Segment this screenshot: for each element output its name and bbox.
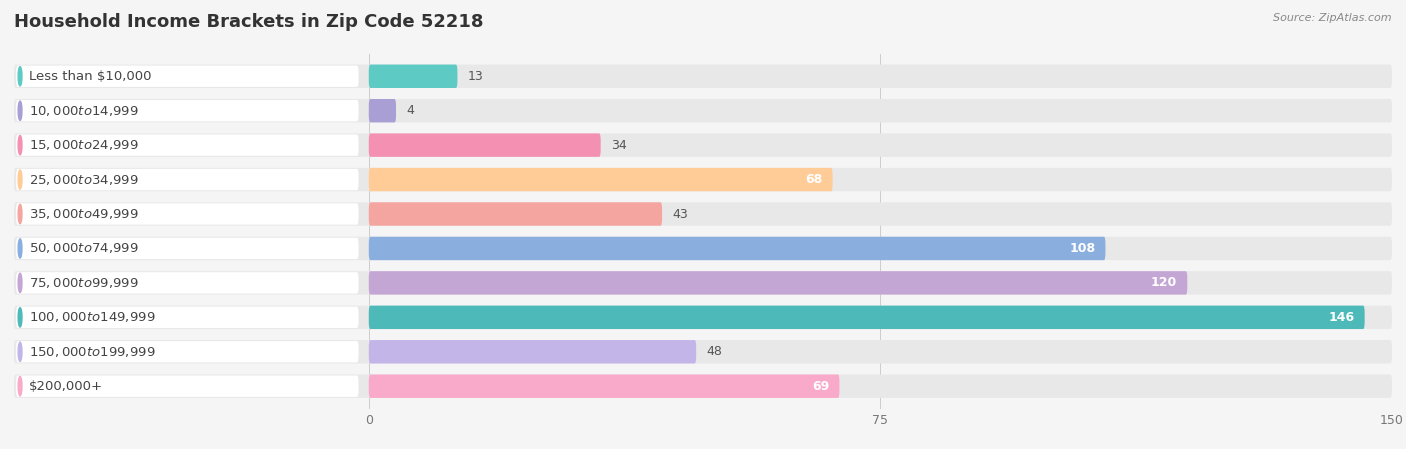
FancyBboxPatch shape	[14, 133, 1392, 157]
FancyBboxPatch shape	[368, 168, 832, 191]
FancyBboxPatch shape	[14, 271, 1392, 295]
Text: $75,000 to $99,999: $75,000 to $99,999	[28, 276, 138, 290]
FancyBboxPatch shape	[368, 202, 662, 226]
Text: Less than $10,000: Less than $10,000	[28, 70, 152, 83]
Circle shape	[18, 342, 22, 361]
FancyBboxPatch shape	[15, 134, 359, 156]
FancyBboxPatch shape	[14, 168, 1392, 191]
FancyBboxPatch shape	[15, 272, 359, 294]
Text: $10,000 to $14,999: $10,000 to $14,999	[28, 104, 138, 118]
Circle shape	[18, 204, 22, 224]
FancyBboxPatch shape	[368, 133, 600, 157]
Text: Household Income Brackets in Zip Code 52218: Household Income Brackets in Zip Code 52…	[14, 13, 484, 31]
FancyBboxPatch shape	[15, 375, 359, 397]
FancyBboxPatch shape	[14, 99, 1392, 123]
Text: $100,000 to $149,999: $100,000 to $149,999	[28, 310, 155, 324]
FancyBboxPatch shape	[14, 65, 1392, 88]
FancyBboxPatch shape	[14, 237, 1392, 260]
Circle shape	[18, 273, 22, 293]
Text: $25,000 to $34,999: $25,000 to $34,999	[28, 172, 138, 187]
FancyBboxPatch shape	[15, 203, 359, 224]
Text: $35,000 to $49,999: $35,000 to $49,999	[28, 207, 138, 221]
Text: 43: 43	[672, 207, 688, 220]
Circle shape	[18, 101, 22, 120]
FancyBboxPatch shape	[368, 237, 1105, 260]
FancyBboxPatch shape	[14, 374, 1392, 398]
FancyBboxPatch shape	[14, 306, 1392, 329]
Text: Source: ZipAtlas.com: Source: ZipAtlas.com	[1274, 13, 1392, 23]
FancyBboxPatch shape	[368, 271, 1187, 295]
Text: $50,000 to $74,999: $50,000 to $74,999	[28, 242, 138, 255]
Text: 68: 68	[806, 173, 823, 186]
Text: 13: 13	[468, 70, 484, 83]
Text: 34: 34	[612, 139, 627, 152]
Circle shape	[18, 170, 22, 189]
FancyBboxPatch shape	[15, 100, 359, 121]
Circle shape	[18, 377, 22, 396]
Text: $150,000 to $199,999: $150,000 to $199,999	[28, 345, 155, 359]
FancyBboxPatch shape	[15, 66, 359, 87]
Text: $200,000+: $200,000+	[28, 380, 103, 393]
FancyBboxPatch shape	[14, 340, 1392, 364]
Text: 108: 108	[1069, 242, 1095, 255]
Circle shape	[18, 308, 22, 327]
FancyBboxPatch shape	[15, 169, 359, 190]
Text: 4: 4	[406, 104, 415, 117]
Text: 48: 48	[706, 345, 723, 358]
Text: 146: 146	[1329, 311, 1354, 324]
Text: $15,000 to $24,999: $15,000 to $24,999	[28, 138, 138, 152]
Circle shape	[18, 239, 22, 258]
Text: 120: 120	[1152, 277, 1177, 290]
FancyBboxPatch shape	[368, 99, 396, 123]
FancyBboxPatch shape	[368, 374, 839, 398]
FancyBboxPatch shape	[368, 306, 1365, 329]
FancyBboxPatch shape	[15, 307, 359, 328]
Text: 69: 69	[811, 380, 830, 393]
FancyBboxPatch shape	[15, 341, 359, 362]
Circle shape	[18, 136, 22, 155]
FancyBboxPatch shape	[14, 202, 1392, 226]
Circle shape	[18, 66, 22, 86]
FancyBboxPatch shape	[368, 340, 696, 364]
FancyBboxPatch shape	[15, 238, 359, 259]
FancyBboxPatch shape	[368, 65, 457, 88]
